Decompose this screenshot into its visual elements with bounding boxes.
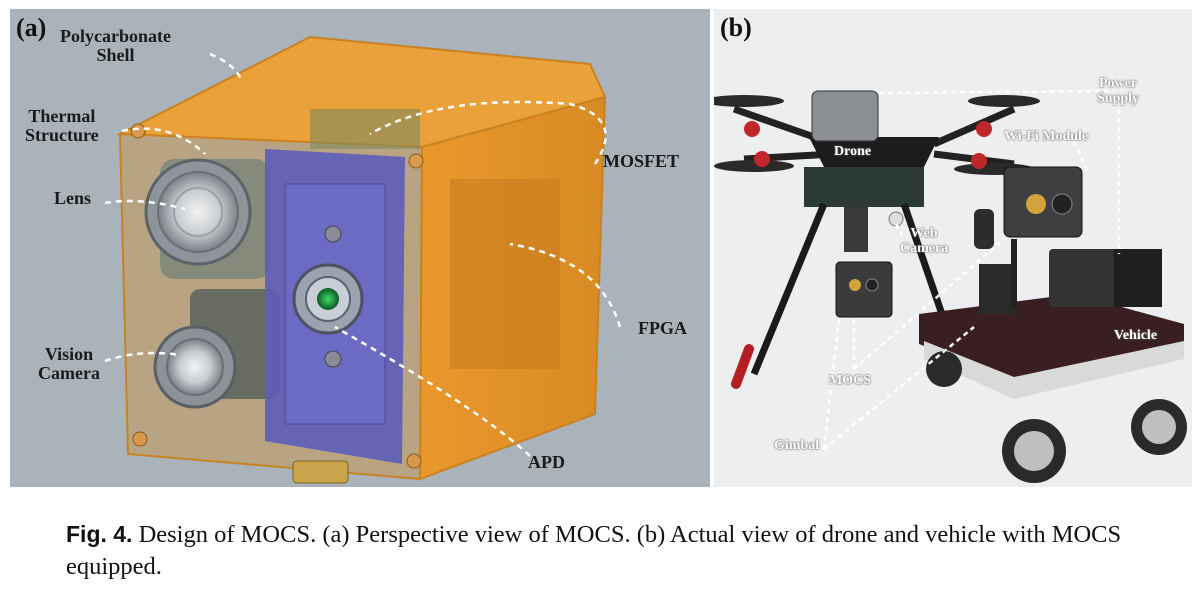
panel-a-letter: (a) xyxy=(16,13,47,42)
leader-gimbal-drone xyxy=(822,318,841,450)
leader-fpga xyxy=(509,242,622,328)
leader-lens xyxy=(104,199,186,211)
mocs-render xyxy=(104,35,622,484)
fpga-board xyxy=(450,179,560,369)
figure-caption: Fig. 4. Design of MOCS. (a) Perspective … xyxy=(66,518,1156,583)
vehicle-battery xyxy=(1049,249,1127,307)
vehicle-mast xyxy=(979,264,1015,314)
panel-b-actual-view: (b) Power Supply Drone Wi-Fi Module Web … xyxy=(714,9,1192,487)
leader-vision xyxy=(104,351,181,363)
drone xyxy=(714,90,1040,389)
vehicle-web-camera xyxy=(974,209,994,249)
label-fpga: FPGA xyxy=(638,318,687,338)
apd-sensor xyxy=(317,288,339,310)
mosfet-board xyxy=(310,109,420,149)
vehicle-chassis xyxy=(924,341,1184,399)
landing-foot xyxy=(731,344,754,389)
label-power-supply: Power Supply xyxy=(1097,76,1140,106)
gimbal-arm xyxy=(844,207,868,252)
leader-lines xyxy=(822,89,1121,450)
drone-vehicle-photo xyxy=(714,9,1192,487)
figure-caption-text: Design of MOCS. (a) Perspective view of … xyxy=(66,521,1122,580)
power-supply-battery xyxy=(811,90,879,142)
corner-screw xyxy=(408,153,424,169)
label-gimbal: Gimbal xyxy=(774,438,820,453)
leader-wifi xyxy=(1072,140,1091,175)
label-thermal-structure: Thermal Structure xyxy=(25,106,99,145)
label-wifi-module: Wi-Fi Module xyxy=(1004,129,1089,144)
pcb-screw xyxy=(324,225,342,243)
label-drone: Drone xyxy=(834,144,872,159)
vehicle-deck xyxy=(919,294,1184,381)
leader-thermal xyxy=(121,127,206,155)
panel-a-perspective-view: (a) Polycarbonate Shell Thermal Structur… xyxy=(10,9,710,487)
vehicle xyxy=(919,166,1187,483)
panel-b-letter: (b) xyxy=(720,13,752,42)
leader-shell xyxy=(209,52,244,82)
vision-camera-glass xyxy=(166,338,224,396)
label-apd: APD xyxy=(528,452,565,472)
leader-power-horizontal xyxy=(878,89,1115,95)
drone-electronics xyxy=(804,167,924,207)
label-vision-camera: Vision Camera xyxy=(38,344,100,383)
wifi-module-box xyxy=(1114,249,1162,307)
figure-label: Fig. 4. xyxy=(66,521,133,547)
label-vehicle: Vehicle xyxy=(1114,328,1158,343)
lens-glass xyxy=(157,171,239,253)
leader-webcam xyxy=(894,223,906,240)
leader-mocs-vehicle xyxy=(853,238,1005,370)
label-lens: Lens xyxy=(54,188,92,208)
leader-lines xyxy=(104,52,622,457)
corner-screw xyxy=(130,123,146,139)
corner-screw xyxy=(132,431,148,447)
lens-inner-ring xyxy=(173,187,223,237)
corner-screw xyxy=(406,453,422,469)
drone-mocs-unit xyxy=(835,261,893,318)
brass-connector xyxy=(292,460,349,484)
label-mocs: MOCS xyxy=(829,373,871,388)
label-web-camera: Web Camera xyxy=(900,226,949,256)
drone-frame xyxy=(809,137,939,167)
label-polycarbonate-shell: Polycarbonate Shell xyxy=(60,26,171,65)
pcb-screw xyxy=(324,350,342,368)
landing-gear xyxy=(750,202,828,376)
label-mosfet: MOSFET xyxy=(603,151,680,171)
leader-apd xyxy=(334,325,531,457)
leader-mosfet xyxy=(369,100,607,165)
web-camera xyxy=(888,211,904,227)
